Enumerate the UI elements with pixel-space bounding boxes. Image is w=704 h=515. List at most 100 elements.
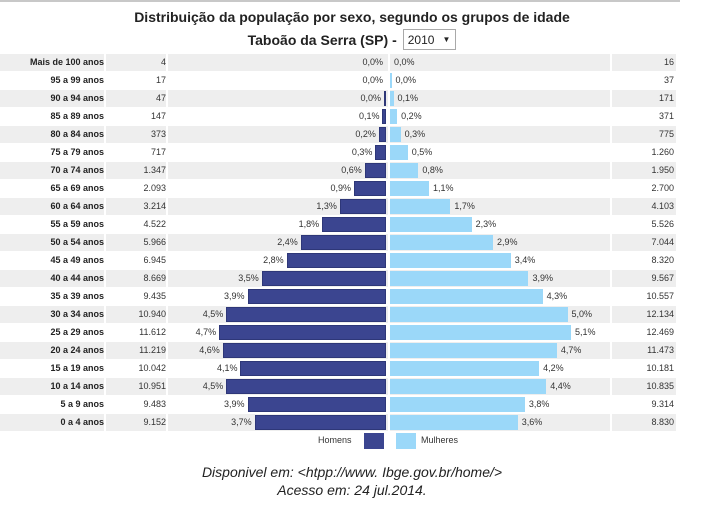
bar-cell: 0,0% 0,0%: [168, 72, 610, 89]
subtitle-location: Taboão da Serra (SP) -: [247, 31, 397, 48]
men-count: 11.219: [106, 342, 166, 359]
pct-label-men: 4,6%: [199, 345, 220, 355]
pct-label-men: 1,8%: [298, 219, 320, 229]
access-date-line: Acesso em: 24 jul.2014.: [277, 482, 427, 498]
age-group-label: 75 a 79 anos: [50, 147, 104, 157]
bar-cell: 3,7% 3,6%: [168, 414, 610, 431]
table-row: 50 a 54 anos 5.966 2,4% 2,9% 7.044: [0, 234, 676, 251]
chart-legend: Homens Mulheres: [0, 432, 704, 450]
bar-men: [247, 289, 386, 304]
bar-men: [240, 361, 386, 376]
table-row: 45 a 49 anos 6.945 2,8% 3,4% 8.320: [0, 252, 676, 269]
bar-women: [390, 361, 540, 376]
age-group-label: 65 a 69 anos: [50, 183, 104, 193]
age-group-label: 55 a 59 anos: [50, 219, 104, 229]
women-count: 371: [658, 111, 674, 121]
center-axis: [388, 54, 390, 432]
women-count: 8.320: [651, 255, 674, 265]
men-count: 10.940: [106, 306, 166, 323]
pct-label-men: 0,0%: [362, 75, 383, 85]
pct-label-men: 0,3%: [351, 147, 373, 157]
top-divider: [0, 0, 680, 2]
bar-cell: 0,9% 1,1%: [168, 180, 610, 197]
pct-label-men: 0,6%: [341, 165, 362, 175]
pct-label-men: 4,1%: [216, 363, 238, 373]
bar-cell: 0,1% 0,2%: [168, 108, 610, 125]
bar-women: [390, 307, 568, 322]
women-count: 775: [612, 126, 676, 143]
women-count: 4.103: [612, 198, 676, 215]
women-count: 37: [663, 75, 674, 85]
age-group-label: Mais de 100 anos: [0, 54, 104, 71]
women-count: 11.473: [612, 342, 676, 359]
men-count: 8.669: [106, 270, 166, 287]
bar-men: [222, 343, 386, 358]
bar-cell: 1,8% 2,3%: [168, 216, 610, 233]
table-row: 55 a 59 anos 4.522 1,8% 2,3% 5.526: [0, 216, 676, 233]
men-count: 4: [106, 54, 166, 71]
pct-label-women: 0,0%: [394, 57, 415, 67]
table-row: 90 a 94 anos 47 0,0% 0,1% 171: [0, 90, 676, 107]
bar-women: [390, 271, 529, 286]
age-group-label: 45 a 49 anos: [50, 255, 104, 265]
table-row: 95 a 99 anos 17 0,0% 0,0% 37: [0, 72, 676, 89]
bar-men: [219, 325, 386, 340]
age-group-label: 95 a 99 anos: [50, 75, 104, 85]
pct-label-men: 3,9%: [224, 291, 245, 301]
bar-women: [390, 109, 398, 124]
age-group-label: 35 a 39 anos: [50, 291, 104, 301]
age-group-label: 5 a 9 anos: [60, 399, 104, 409]
age-group-label: 20 a 24 anos: [0, 342, 104, 359]
table-row: 25 a 29 anos 11.612 4,7% 5,1% 12.469: [0, 324, 676, 341]
bar-women: [390, 289, 543, 304]
women-count: 16: [612, 54, 676, 71]
table-row: 20 a 24 anos 11.219 4,6% 4,7% 11.473: [0, 342, 676, 359]
bar-men: [382, 109, 386, 124]
pct-label-women: 5,1%: [575, 327, 596, 337]
pct-label-men: 4,7%: [195, 327, 217, 337]
table-row: 30 a 34 anos 10.940 4,5% 5,0% 12.134: [0, 306, 676, 323]
bar-men: [247, 397, 386, 412]
bar-men: [226, 307, 386, 322]
pct-label-men: 3,5%: [238, 273, 259, 283]
dropdown-arrow-icon: ▼: [442, 35, 451, 44]
pct-label-women: 2,3%: [475, 219, 497, 229]
women-count: 9.314: [651, 399, 674, 409]
pct-label-men: 4,5%: [202, 309, 224, 319]
bar-men: [364, 163, 386, 178]
table-row: 85 a 89 anos 147 0,1% 0,2% 371: [0, 108, 676, 125]
table-row: 80 a 84 anos 373 0,2% 0,3% 775: [0, 126, 676, 143]
bar-cell: 3,9% 4,3%: [168, 288, 610, 305]
chart-title: Distribuição da população por sexo, segu…: [134, 9, 570, 25]
women-count: 171: [612, 90, 676, 107]
women-count: 10.835: [612, 378, 676, 395]
men-count: 9.435: [143, 291, 166, 301]
bar-men: [300, 235, 386, 250]
age-group-label: 40 a 44 anos: [0, 270, 104, 287]
men-count: 9.152: [106, 414, 166, 431]
women-count: 2.700: [651, 183, 674, 193]
bar-men: [254, 415, 386, 430]
table-row: 5 a 9 anos 9.483 3,9% 3,8% 9.314: [0, 396, 676, 413]
bar-women: [390, 415, 518, 430]
table-row: 40 a 44 anos 8.669 3,5% 3,9% 9.567: [0, 270, 676, 287]
pct-label-women: 0,2%: [401, 111, 422, 121]
men-count: 717: [150, 147, 166, 157]
pct-label-women: 0,3%: [404, 129, 426, 139]
bar-men: [226, 379, 386, 394]
men-count: 147: [150, 111, 166, 121]
pct-label-men: 0,0%: [360, 93, 381, 103]
bar-women: [390, 199, 451, 214]
women-count: 12.134: [612, 306, 676, 323]
pct-label-men: 2,8%: [263, 255, 284, 265]
table-row: Mais de 100 anos 4 0,0% 0,0% 16: [0, 54, 676, 71]
table-row: 10 a 14 anos 10.951 4,5% 4,4% 10.835: [0, 378, 676, 395]
men-count: 11.612: [139, 327, 166, 337]
age-group-label: 0 a 4 anos: [0, 414, 104, 431]
source-line: Disponivel em: <htpp://www. Ibge.gov.br/…: [201, 464, 503, 480]
men-count: 373: [106, 126, 166, 143]
bar-men: [354, 181, 386, 196]
women-count: 10.557: [646, 291, 674, 301]
year-select[interactable]: 2010 ▼: [402, 29, 457, 50]
pct-label-women: 4,4%: [550, 381, 571, 391]
